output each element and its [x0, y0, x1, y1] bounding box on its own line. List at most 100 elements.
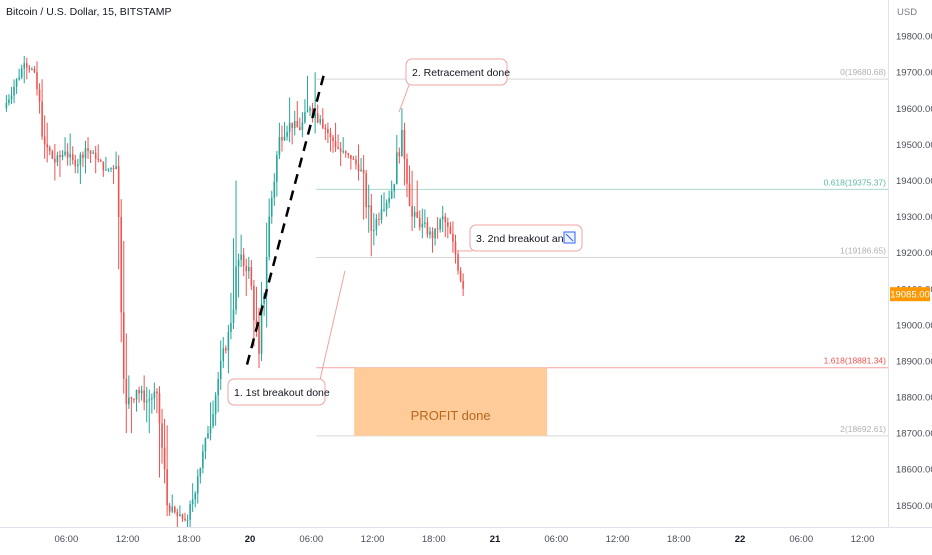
candle[interactable] — [345, 150, 347, 158]
candle[interactable] — [432, 227, 434, 252]
candle[interactable] — [72, 146, 74, 164]
candle[interactable] — [8, 94, 10, 105]
candle[interactable] — [376, 214, 378, 236]
candle[interactable] — [57, 152, 59, 167]
candle[interactable] — [358, 144, 360, 180]
candle[interactable] — [235, 180, 237, 314]
candle[interactable] — [169, 503, 171, 516]
candle[interactable] — [332, 135, 334, 153]
candle[interactable] — [222, 337, 224, 368]
candle[interactable] — [16, 78, 18, 94]
candle[interactable] — [197, 469, 199, 503]
candle[interactable] — [427, 217, 429, 238]
candle[interactable] — [340, 142, 342, 166]
candle[interactable] — [194, 491, 196, 507]
candle[interactable] — [13, 79, 15, 103]
candle[interactable] — [299, 118, 301, 131]
candle[interactable] — [319, 115, 321, 125]
candle[interactable] — [138, 387, 140, 403]
candle[interactable] — [64, 137, 66, 156]
candle[interactable] — [233, 238, 235, 329]
candle[interactable] — [370, 194, 372, 256]
candle[interactable] — [251, 260, 253, 290]
candle[interactable] — [202, 444, 204, 473]
candle[interactable] — [429, 227, 431, 239]
candle[interactable] — [248, 257, 250, 279]
candle[interactable] — [161, 409, 163, 464]
candle[interactable] — [207, 426, 209, 439]
candle[interactable] — [146, 387, 148, 422]
candle[interactable] — [386, 199, 388, 216]
candle[interactable] — [212, 401, 214, 429]
candle[interactable] — [452, 221, 454, 252]
candle[interactable] — [87, 137, 89, 159]
candle[interactable] — [304, 99, 306, 124]
candle[interactable] — [396, 135, 398, 184]
candle[interactable] — [59, 150, 61, 176]
candle[interactable] — [258, 308, 260, 368]
candle[interactable] — [52, 150, 54, 160]
candle[interactable] — [82, 151, 84, 167]
candle[interactable] — [225, 345, 227, 353]
candle[interactable] — [108, 168, 110, 172]
candle[interactable] — [462, 273, 464, 296]
candle[interactable] — [100, 159, 102, 162]
candle[interactable] — [31, 67, 33, 70]
candle[interactable] — [442, 206, 444, 232]
candle[interactable] — [182, 514, 184, 522]
candle[interactable] — [393, 184, 395, 199]
candle[interactable] — [54, 144, 56, 181]
candle[interactable] — [284, 122, 286, 141]
candle[interactable] — [21, 65, 23, 79]
candle[interactable] — [23, 56, 25, 83]
candle[interactable] — [46, 123, 48, 163]
candle[interactable] — [120, 199, 122, 342]
candle[interactable] — [39, 83, 41, 113]
candle[interactable] — [360, 158, 362, 172]
candle[interactable] — [276, 151, 278, 196]
candle[interactable] — [355, 155, 357, 169]
candle[interactable] — [148, 390, 150, 433]
candle[interactable] — [245, 259, 247, 296]
candle[interactable] — [296, 101, 298, 128]
candle[interactable] — [286, 126, 288, 141]
candle[interactable] — [416, 180, 418, 217]
candle[interactable] — [307, 76, 309, 113]
candle[interactable] — [378, 213, 380, 226]
candle[interactable] — [291, 123, 293, 145]
candle[interactable] — [133, 398, 135, 403]
candle[interactable] — [184, 513, 186, 522]
candle[interactable] — [123, 241, 125, 394]
candle[interactable] — [177, 509, 179, 527]
candle[interactable] — [230, 293, 232, 340]
candle[interactable] — [105, 157, 107, 171]
candle[interactable] — [74, 155, 76, 173]
candle[interactable] — [302, 112, 304, 137]
candle[interactable] — [325, 124, 327, 140]
candle[interactable] — [363, 155, 365, 219]
candle[interactable] — [243, 248, 245, 276]
candle[interactable] — [67, 143, 69, 165]
candle[interactable] — [103, 161, 105, 177]
candle[interactable] — [450, 222, 452, 234]
candle[interactable] — [92, 150, 94, 154]
candle[interactable] — [406, 153, 408, 197]
candle[interactable] — [210, 402, 212, 440]
candle[interactable] — [337, 134, 339, 149]
candle[interactable] — [164, 419, 166, 484]
candle[interactable] — [29, 65, 31, 73]
annotation-callout[interactable]: 3. 2nd breakout and — [459, 225, 582, 251]
candle[interactable] — [95, 146, 97, 173]
candle[interactable] — [34, 66, 36, 73]
candle[interactable] — [309, 106, 311, 116]
candle[interactable] — [136, 390, 138, 412]
candle[interactable] — [171, 495, 173, 514]
candle[interactable] — [44, 115, 46, 158]
candle[interactable] — [404, 123, 406, 186]
profit-zone[interactable] — [354, 368, 547, 436]
candle[interactable] — [69, 134, 71, 166]
candle[interactable] — [261, 282, 263, 361]
candle[interactable] — [97, 144, 99, 162]
candle[interactable] — [154, 383, 156, 410]
